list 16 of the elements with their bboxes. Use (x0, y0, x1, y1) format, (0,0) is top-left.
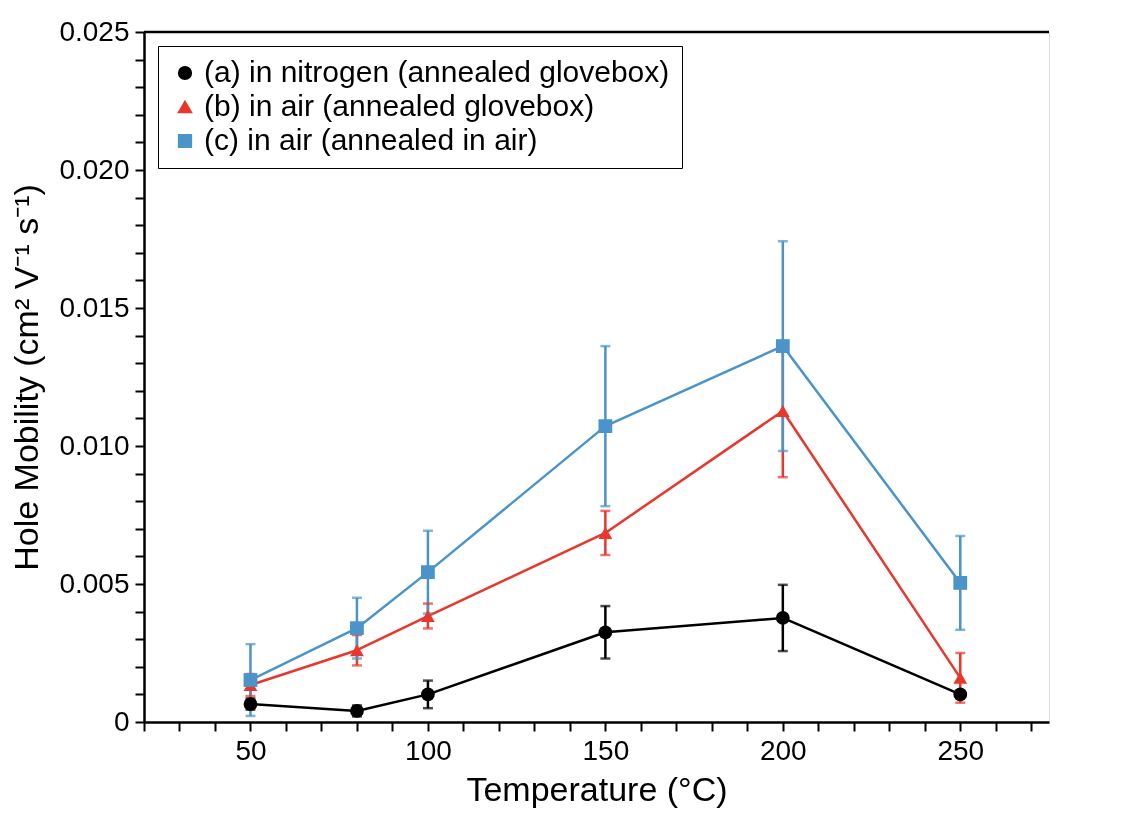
x-tick-label: 50 (235, 734, 267, 766)
x-tick-label: 100 (405, 734, 452, 766)
legend-label: (a) in nitrogen (annealed glovebox) (204, 55, 670, 88)
y-tick-label: 0.025 (59, 15, 130, 47)
legend-label: (c) in air (annealed in air) (204, 123, 538, 156)
x-tick-label: 150 (582, 734, 630, 766)
legend-label: (b) in air (annealed glovebox) (204, 89, 595, 122)
y-tick-label: 0.020 (59, 153, 130, 185)
x-tick-label: 250 (937, 734, 985, 766)
y-tick-label: 0.010 (59, 429, 130, 461)
y-tick-label: 0.005 (59, 567, 130, 599)
y-tick-label: 0.015 (59, 291, 130, 323)
y-axis-title: Hole Mobility (cm² V⁻¹ s⁻¹) (7, 184, 46, 571)
x-tick-label: 200 (759, 734, 807, 766)
y-tick-label: 0 (113, 705, 130, 737)
x-axis-title: Temperature (°C) (466, 769, 728, 808)
